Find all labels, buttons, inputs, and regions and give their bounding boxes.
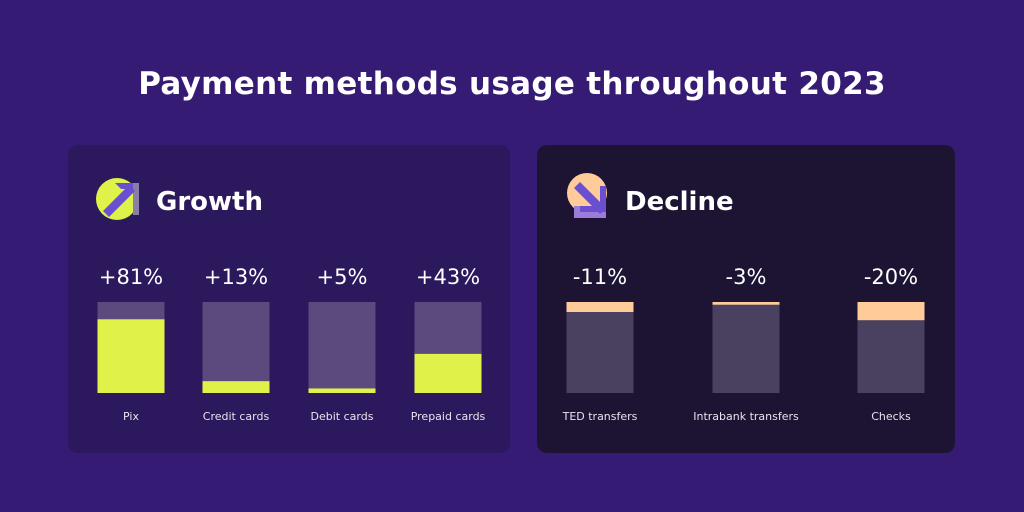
bar-track [202,302,270,393]
data-label: -11% [573,265,627,289]
growth-card [68,145,510,453]
data-label: +13% [204,265,268,289]
data-label: +81% [99,265,163,289]
bar-fill [857,302,925,321]
bar-fill [712,302,780,305]
category-label: Intrabank transfers [693,410,799,423]
category-label: Credit cards [203,410,270,423]
data-label: +5% [317,265,368,289]
category-label: Prepaid cards [411,410,486,423]
bar-fill [202,381,270,393]
category-label: Pix [123,410,139,423]
bar-fill [566,302,634,313]
bar-fill [414,353,482,393]
category-label: Debit cards [311,410,374,423]
arrow-up-right-icon [96,178,139,220]
category-label: TED transfers [562,410,638,423]
data-label: -3% [726,265,767,289]
bar-fill [97,319,165,393]
bar-track [308,302,376,393]
data-label: +43% [416,265,480,289]
category-label: Checks [871,410,911,423]
bar-fill [308,388,376,393]
chart-title: Payment methods usage throughout 2023 [138,66,886,102]
decline-heading: Decline [625,187,734,217]
bar-track [712,302,780,393]
data-label: -20% [864,265,918,289]
growth-heading: Growth [156,187,263,217]
bar-track [566,302,634,393]
arrow-down-right-icon [567,173,607,218]
